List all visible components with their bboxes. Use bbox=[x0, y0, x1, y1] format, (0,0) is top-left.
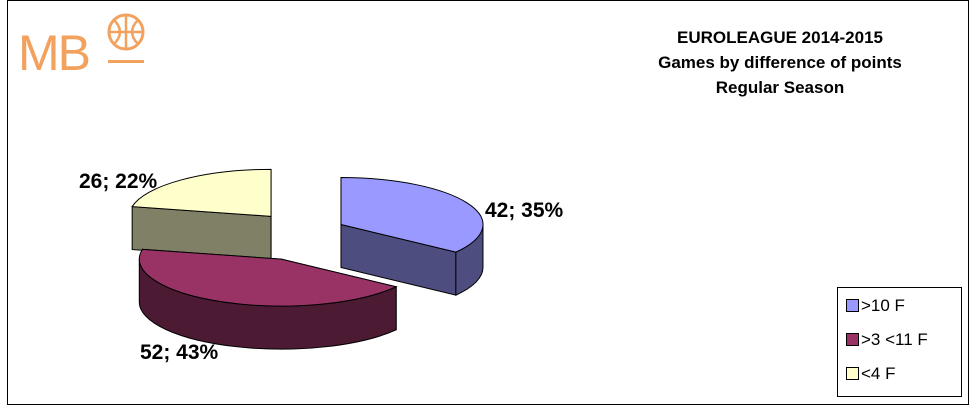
pie-labels: 42; 35% 52; 43% 26; 22% bbox=[79, 170, 564, 364]
legend-label-0: >10 F bbox=[861, 296, 905, 315]
legend-item-1: >3 <11 F bbox=[846, 330, 928, 350]
slice-0 bbox=[340, 177, 484, 253]
title-line-2: Games by difference of points bbox=[658, 53, 902, 72]
legend-item-2: <4 F bbox=[846, 364, 896, 384]
legend-item-0: >10 F bbox=[846, 296, 905, 316]
pie-tops bbox=[131, 168, 484, 307]
slice-1 bbox=[138, 248, 398, 307]
title-line-3: Regular Season bbox=[715, 78, 845, 97]
data-label-2: 26; 22% bbox=[79, 170, 158, 193]
basketball-icon bbox=[107, 13, 145, 63]
legend-label-1: >3 <11 F bbox=[861, 330, 928, 349]
slice-2 bbox=[131, 168, 272, 217]
logo-text: MB bbox=[18, 25, 91, 81]
logo: MB bbox=[18, 12, 153, 87]
data-label-1: 52; 43% bbox=[140, 341, 219, 364]
legend-swatch-0 bbox=[846, 298, 859, 312]
legend-swatch-2 bbox=[846, 366, 859, 380]
data-label-0: 42; 35% bbox=[485, 199, 564, 222]
title-line-1: EUROLEAGUE 2014-2015 bbox=[677, 28, 883, 47]
legend: >10 F >3 <11 F <4 F bbox=[837, 287, 962, 397]
legend-swatch-1 bbox=[846, 332, 859, 346]
legend-label-2: <4 F bbox=[861, 364, 896, 383]
chart-title: EUROLEAGUE 2014-2015 Games by difference… bbox=[600, 25, 960, 100]
